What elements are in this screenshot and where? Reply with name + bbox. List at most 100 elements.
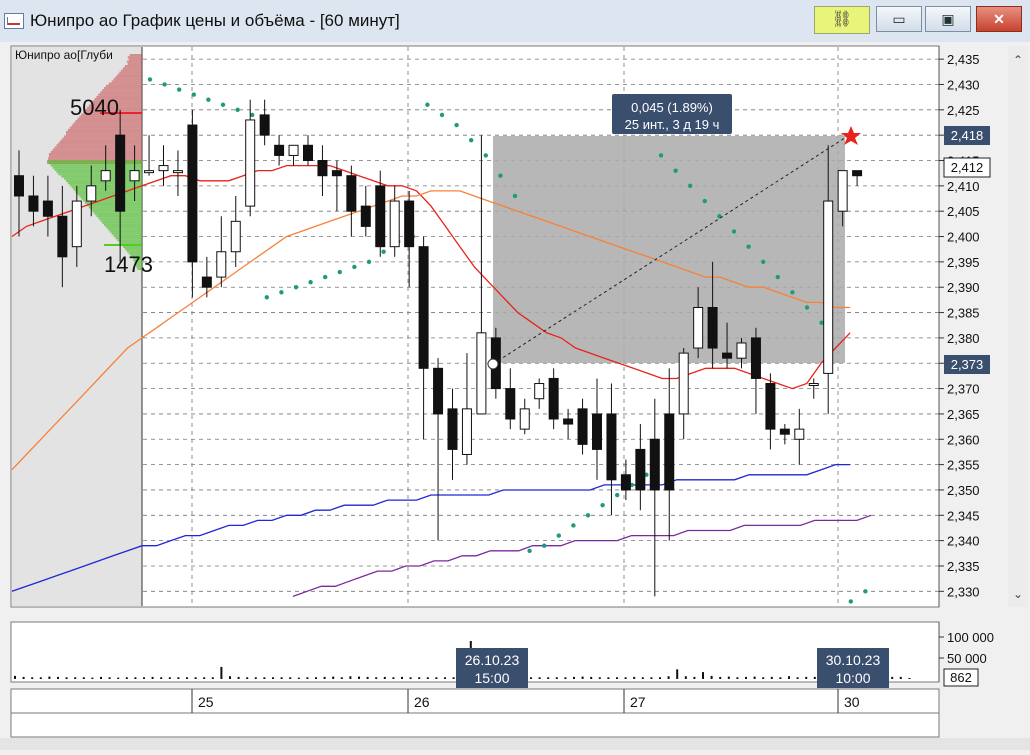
- candle-body[interactable]: [765, 383, 776, 430]
- price-tick-label: 2,400: [947, 230, 980, 245]
- candle-body[interactable]: [476, 332, 487, 415]
- candle-body[interactable]: [230, 220, 241, 253]
- price-tick-label: 2,370: [947, 382, 980, 397]
- parabolic-sar-dot: [235, 107, 240, 113]
- candle-body[interactable]: [115, 134, 126, 212]
- scroll-down-icon[interactable]: ⌄: [1013, 587, 1023, 601]
- candle-body[interactable]: [635, 448, 646, 491]
- candle-body[interactable]: [100, 170, 111, 182]
- candle-body[interactable]: [592, 413, 602, 450]
- measurement-end-star-icon[interactable]: [841, 126, 861, 145]
- candle-body[interactable]: [216, 251, 227, 278]
- candle-body[interactable]: [144, 170, 155, 174]
- depth-ask-bar: [105, 84, 142, 87]
- vertical-scrollbar[interactable]: [1008, 46, 1028, 607]
- parabolic-sar-dot: [848, 599, 853, 604]
- candle-body[interactable]: [620, 474, 631, 491]
- minimize-icon: ▭: [892, 11, 906, 27]
- depth-ask-bar: [92, 100, 142, 103]
- candle-body[interactable]: [837, 170, 848, 212]
- link-button[interactable]: ⛓: [814, 6, 870, 34]
- candle-body[interactable]: [172, 170, 183, 174]
- candle-body[interactable]: [245, 119, 256, 207]
- depth-ask-bar: [96, 95, 142, 98]
- candle-body[interactable]: [678, 352, 689, 415]
- parabolic-sar-dot: [688, 183, 693, 189]
- candle-body[interactable]: [606, 413, 617, 481]
- candle-body[interactable]: [577, 408, 588, 445]
- depth-ask-bar: [58, 142, 142, 145]
- candle-body[interactable]: [346, 175, 357, 212]
- depth-bid-bar: [86, 204, 142, 207]
- candle-body[interactable]: [736, 342, 747, 359]
- price-marker-current-text: 2,412: [951, 160, 984, 175]
- candle-body[interactable]: [331, 170, 342, 177]
- candle-body[interactable]: [693, 306, 704, 349]
- price-marker-low: [944, 355, 990, 374]
- candle-body[interactable]: [303, 144, 313, 162]
- candle-body[interactable]: [707, 306, 718, 349]
- price-marker-high-text: 2,418: [951, 128, 984, 143]
- close-button[interactable]: ✕: [976, 6, 1022, 32]
- candle-body[interactable]: [447, 408, 458, 450]
- candle-body[interactable]: [823, 200, 834, 374]
- candle-body[interactable]: [288, 144, 299, 156]
- candle-body[interactable]: [519, 408, 530, 430]
- candle-body[interactable]: [360, 205, 371, 227]
- candle-body[interactable]: [779, 428, 790, 435]
- depth-bid-bar: [111, 232, 142, 235]
- candle-body[interactable]: [664, 413, 675, 491]
- candle-body[interactable]: [187, 124, 198, 263]
- price-tick-label: 2,405: [947, 204, 980, 219]
- candle-body[interactable]: [794, 428, 805, 440]
- candle-body[interactable]: [14, 175, 24, 197]
- candle-body[interactable]: [42, 200, 53, 217]
- candle-body[interactable]: [28, 195, 39, 212]
- measurement-selection[interactable]: [493, 136, 845, 363]
- candle-body[interactable]: [57, 215, 68, 258]
- candle-body[interactable]: [649, 438, 660, 491]
- candle-body[interactable]: [808, 383, 819, 387]
- candle-body[interactable]: [505, 388, 516, 420]
- depth-bid-bar: [85, 201, 142, 204]
- candle-body[interactable]: [563, 418, 574, 425]
- time-axis[interactable]: [10, 688, 940, 714]
- candle-body[interactable]: [389, 200, 400, 248]
- candle-body[interactable]: [404, 200, 415, 248]
- candle-body[interactable]: [158, 165, 169, 172]
- minimize-button[interactable]: ▭: [876, 6, 922, 32]
- parabolic-sar-dot: [483, 153, 488, 158]
- candle-body[interactable]: [86, 185, 97, 202]
- candle-body[interactable]: [129, 170, 140, 182]
- candle-body[interactable]: [750, 337, 761, 379]
- candle-body[interactable]: [722, 352, 733, 359]
- candle-body[interactable]: [375, 185, 386, 248]
- depth-bid-bar: [117, 239, 142, 242]
- moving-average-slow-line: [11, 463, 851, 592]
- candle-body[interactable]: [201, 276, 212, 288]
- candle-body[interactable]: [274, 144, 285, 156]
- candle-body[interactable]: [548, 377, 559, 420]
- candle-body[interactable]: [317, 160, 328, 177]
- candle-body[interactable]: [461, 408, 472, 455]
- depth-ask-bar: [127, 62, 142, 65]
- candle-body[interactable]: [534, 383, 545, 400]
- link-icon: ⛓: [831, 11, 853, 28]
- candle-body[interactable]: [433, 367, 444, 415]
- parabolic-sar-dot: [731, 229, 737, 234]
- parabolic-sar-dot: [162, 82, 167, 87]
- candle-body[interactable]: [418, 246, 429, 369]
- measurement-line: [492, 133, 852, 365]
- price-volume-chart[interactable]: Юнипро ао[Глуби 5040 1473 0,045 (1.89%) …: [0, 42, 1030, 750]
- scroll-up-icon[interactable]: ⌃: [1013, 53, 1023, 67]
- candle-body[interactable]: [852, 170, 863, 177]
- candle-body[interactable]: [259, 114, 270, 136]
- depth-ask-bar: [90, 102, 142, 105]
- chart-area[interactable]: Юнипро ао[Глуби 5040 1473 0,045 (1.89%) …: [0, 42, 1030, 750]
- depth-ask-bar: [115, 76, 142, 79]
- candle-body[interactable]: [71, 200, 82, 248]
- horizontal-scrollbar[interactable]: [0, 738, 1030, 750]
- measurement-start-marker[interactable]: [487, 358, 499, 370]
- maximize-button[interactable]: ▣: [925, 6, 971, 32]
- depth-ask-bar: [88, 104, 142, 107]
